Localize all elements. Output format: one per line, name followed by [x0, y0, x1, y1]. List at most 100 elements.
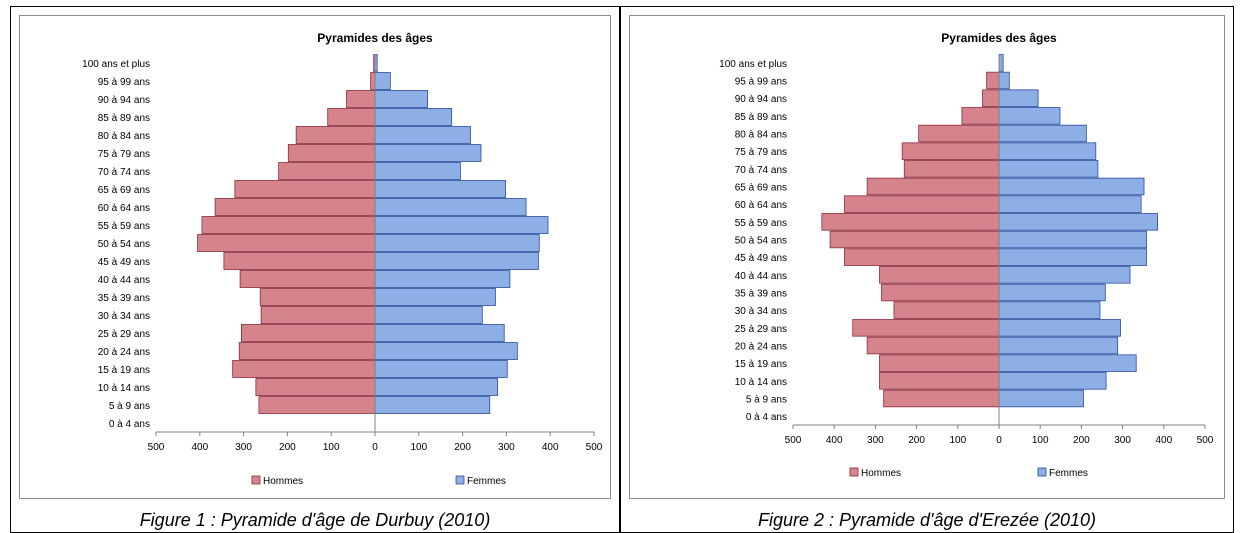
bar-femmes [374, 126, 471, 144]
bar-femmes [374, 180, 506, 198]
bar-femmes [374, 324, 505, 342]
bar-femmes [998, 230, 1147, 249]
bar-femmes [998, 248, 1147, 266]
x-tick-label: 500 [586, 442, 603, 453]
category-label: 10 à 14 ans [98, 383, 150, 394]
category-label: 65 à 69 ans [98, 185, 150, 196]
category-label: 35 à 39 ans [98, 293, 150, 304]
bar-hommes [829, 230, 1000, 249]
category-label: 30 à 34 ans [98, 311, 150, 322]
legend-swatch-femmes [455, 475, 465, 485]
category-label: 20 à 24 ans [735, 342, 787, 353]
category-label: 40 à 44 ans [735, 271, 787, 282]
x-tick-label: 100 [949, 435, 966, 446]
bar-hommes [866, 336, 1000, 355]
x-tick-label: 100 [410, 442, 427, 453]
category-label: 10 à 14 ans [735, 377, 787, 388]
chart-area-2: Pyramides des âges 100 ans et plus 95 à 99… [629, 15, 1225, 499]
bar-hommes [223, 252, 376, 270]
category-label: 60 à 64 ans [735, 200, 787, 211]
category-label: 20 à 24 ans [98, 347, 150, 358]
category-label: 0 à 4 ans [746, 412, 787, 423]
bar-femmes [374, 396, 491, 414]
category-label: 70 à 74 ans [98, 167, 150, 178]
bar-hommes [214, 198, 376, 216]
x-tick-label: 400 [1155, 435, 1172, 446]
category-label: 40 à 44 ans [98, 275, 150, 286]
bar-hommes [879, 266, 1000, 284]
pyramid-chart-2: Pyramides des âges 100 ans et plus 95 à 99… [719, 31, 1214, 479]
x-tick-label: 100 [323, 442, 340, 453]
bar-femmes [998, 89, 1039, 107]
bar-hommes [370, 72, 376, 90]
bar-hommes [201, 216, 376, 234]
legend-label-femmes: Femmes [467, 476, 506, 487]
category-label: 80 à 84 ans [735, 130, 787, 141]
bar-femmes [998, 336, 1119, 355]
bar-femmes [998, 301, 1101, 319]
bar-hommes [844, 248, 1000, 266]
legend-label-femmes: Femmes [1049, 468, 1088, 479]
bar-femmes [998, 319, 1121, 337]
category-label: 0 à 4 ans [109, 419, 150, 430]
x-tick-label: 400 [826, 435, 843, 446]
category-label: 15 à 19 ans [98, 365, 150, 376]
category-label: 15 à 19 ans [735, 359, 787, 370]
category-label: 50 à 54 ans [735, 236, 787, 247]
category-label: 85 à 89 ans [735, 112, 787, 123]
x-tick-label: 300 [498, 442, 515, 453]
bar-hommes [260, 306, 376, 324]
bar-femmes [374, 90, 428, 108]
category-label: 45 à 49 ans [735, 253, 787, 264]
bar-femmes [998, 266, 1131, 284]
figure-caption-1: Figure 1 : Pyramide d'âge de Durbuy (201… [139, 510, 491, 530]
category-label: 80 à 84 ans [98, 131, 150, 142]
bar-hommes [234, 180, 376, 198]
bar-femmes [374, 306, 483, 324]
bar-femmes [374, 162, 461, 180]
bar-hommes [883, 389, 1000, 408]
bar-femmes [998, 107, 1061, 125]
bar-hommes [821, 213, 1000, 231]
bar-hommes [986, 71, 1000, 90]
bar-femmes [998, 177, 1145, 196]
category-label: 65 à 69 ans [735, 183, 787, 194]
category-label: 55 à 59 ans [735, 218, 787, 229]
bar-femmes [998, 213, 1159, 231]
bar-hommes [866, 177, 1000, 196]
chart-title: Pyramides des âges [941, 31, 1057, 45]
figure-panel-1: Pyramides des âges 100 ans et plus 95 à 99… [10, 6, 620, 533]
category-label: 85 à 89 ans [98, 113, 150, 124]
category-label: 100 ans et plus [719, 59, 787, 70]
bar-hommes [844, 195, 1000, 213]
chart-title: Pyramides des âges [317, 31, 433, 45]
bar-hommes [327, 108, 376, 126]
bar-femmes [374, 252, 539, 270]
bar-hommes [239, 270, 376, 288]
category-label: 75 à 79 ans [735, 147, 787, 158]
bar-hommes [346, 90, 376, 108]
x-tick-label: 400 [191, 442, 208, 453]
bar-hommes [258, 396, 376, 414]
category-label: 95 à 99 ans [735, 77, 787, 88]
x-tick-label: 200 [454, 442, 471, 453]
bar-femmes [374, 378, 499, 396]
x-tick-label: 200 [279, 442, 296, 453]
bar-hommes [881, 283, 1000, 302]
category-label: 35 à 39 ans [735, 289, 787, 300]
x-tick-label: 300 [867, 435, 884, 446]
bar-hommes [903, 160, 1000, 178]
category-label: 25 à 29 ans [735, 324, 787, 335]
category-label: 25 à 29 ans [98, 329, 150, 340]
bar-hommes [295, 126, 376, 144]
legend-swatch-hommes [251, 475, 261, 485]
category-label: 75 à 79 ans [98, 149, 150, 160]
bar-hommes [259, 288, 376, 306]
legend-swatch-hommes [849, 467, 859, 477]
bar-femmes [374, 144, 482, 162]
bar-hommes [918, 124, 1000, 143]
bar-femmes [374, 198, 527, 216]
legend-swatch-femmes [1037, 467, 1047, 477]
bar-femmes [998, 372, 1107, 390]
bar-femmes [998, 142, 1097, 160]
